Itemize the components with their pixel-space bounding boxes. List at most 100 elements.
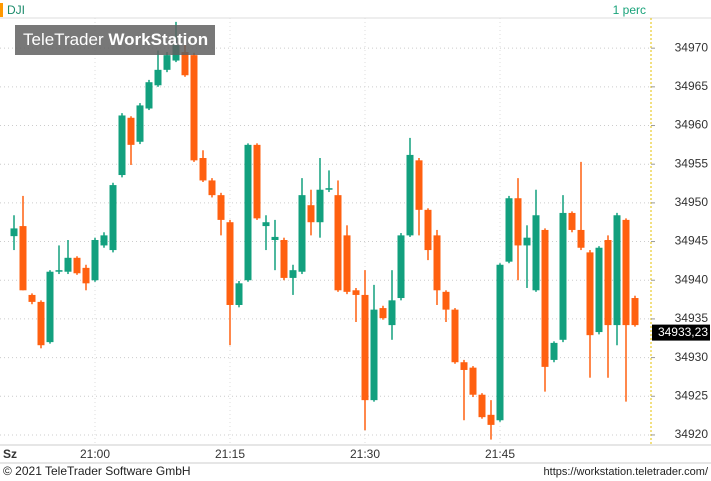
candle-body xyxy=(469,367,477,395)
candle-body xyxy=(523,237,531,246)
candle-body xyxy=(532,215,540,291)
candle-body xyxy=(325,188,333,190)
copyright: © 2021 TeleTrader Software GmbH xyxy=(3,464,191,478)
candle-body xyxy=(397,235,405,299)
candle-body xyxy=(622,219,630,326)
candle-body xyxy=(595,247,603,333)
candle-body xyxy=(613,215,621,326)
y-tick-label: 34965 xyxy=(675,79,709,93)
candle-body xyxy=(199,158,207,181)
candle-body xyxy=(352,290,360,295)
watermark-text: TeleTrader WorkStation xyxy=(23,30,208,49)
x-tick-label: 21:00 xyxy=(80,447,110,461)
candle-body xyxy=(181,52,189,76)
candle-body xyxy=(190,55,198,161)
candle-body xyxy=(478,394,486,418)
candle-body xyxy=(127,117,135,145)
candle-body xyxy=(37,301,45,346)
grid: 34920 34925 34930 34935 34940 34945 34950 34955… xyxy=(0,18,708,461)
volume-label: Sz xyxy=(3,447,17,461)
candle-body xyxy=(271,236,279,241)
candles xyxy=(10,21,639,440)
y-tick-label: 34935 xyxy=(675,311,709,325)
x-tick-label: 21:45 xyxy=(485,447,515,461)
y-tick-label: 34955 xyxy=(675,156,709,170)
candle-body xyxy=(82,267,90,284)
candle-body xyxy=(46,271,54,343)
url: https://workstation.teletrader.com/ xyxy=(544,466,709,478)
candle-body xyxy=(316,189,324,223)
candle-body xyxy=(370,309,378,401)
last-price-box xyxy=(652,324,710,341)
candle-body xyxy=(442,291,450,310)
candle-body xyxy=(289,270,297,278)
last-price-label: 34933,23 xyxy=(658,325,708,339)
candle-body xyxy=(559,212,567,340)
x-tick-label: 21:30 xyxy=(350,447,380,461)
y-tick-label: 34920 xyxy=(675,427,709,441)
candle-body xyxy=(163,55,171,70)
candle-body xyxy=(334,195,342,291)
candle-body xyxy=(100,235,108,246)
candle-body xyxy=(487,414,495,425)
watermark-product: WorkStation xyxy=(108,30,208,49)
candle-body xyxy=(541,229,549,367)
y-tick-label: 34970 xyxy=(675,40,709,54)
candle-body xyxy=(631,298,639,326)
candle-body xyxy=(460,362,468,370)
candle-body xyxy=(55,270,63,272)
candle-body xyxy=(136,105,144,142)
watermark-brand: TeleTrader xyxy=(23,30,104,49)
candle-body xyxy=(64,257,72,272)
x-tick-label: 21:15 xyxy=(215,447,245,461)
y-tick-label: 34925 xyxy=(675,388,709,402)
candle-body xyxy=(388,300,396,326)
y-tick-label: 34930 xyxy=(675,350,709,364)
candle-body xyxy=(19,226,27,291)
candle-body xyxy=(244,144,252,281)
candle-body xyxy=(451,309,459,363)
candle-body xyxy=(415,160,423,210)
candle-body xyxy=(379,308,387,319)
candle-body xyxy=(208,180,216,196)
candle-body xyxy=(91,240,99,281)
candle-body xyxy=(109,185,117,251)
y-tick-label: 34950 xyxy=(675,195,709,209)
candle-body xyxy=(568,212,576,230)
candle-body xyxy=(361,294,369,401)
candle-body xyxy=(253,144,261,219)
watermark-box xyxy=(15,25,215,55)
interval: 1 perc xyxy=(613,3,646,17)
candle-body xyxy=(235,283,243,305)
candle-body xyxy=(514,198,522,246)
candle-body xyxy=(118,115,126,176)
symbol: DJI xyxy=(7,3,25,17)
candle-body xyxy=(226,222,234,305)
candle-body xyxy=(433,235,441,291)
y-tick-label: 34945 xyxy=(675,234,709,248)
candle-body xyxy=(604,240,612,326)
candle-body xyxy=(406,154,414,236)
y-tick-label: 34960 xyxy=(675,118,709,132)
candle-body xyxy=(262,222,270,227)
candle-body xyxy=(217,195,225,220)
candle-body xyxy=(10,228,18,237)
symbol-marker xyxy=(0,3,3,17)
candle-body xyxy=(73,257,81,274)
candle-body xyxy=(586,252,594,336)
candle-body xyxy=(307,205,315,223)
candle-body xyxy=(145,82,153,109)
candle-body xyxy=(496,264,504,421)
candle-body xyxy=(280,240,288,278)
y-tick-label: 34940 xyxy=(675,272,709,286)
candle-body xyxy=(28,294,36,302)
candle-body xyxy=(424,209,432,251)
candle-body xyxy=(154,69,162,86)
candle-body xyxy=(505,198,513,262)
candle-body xyxy=(550,342,558,360)
watermark: TeleTrader WorkStation xyxy=(15,25,215,55)
candle-body xyxy=(298,195,306,272)
